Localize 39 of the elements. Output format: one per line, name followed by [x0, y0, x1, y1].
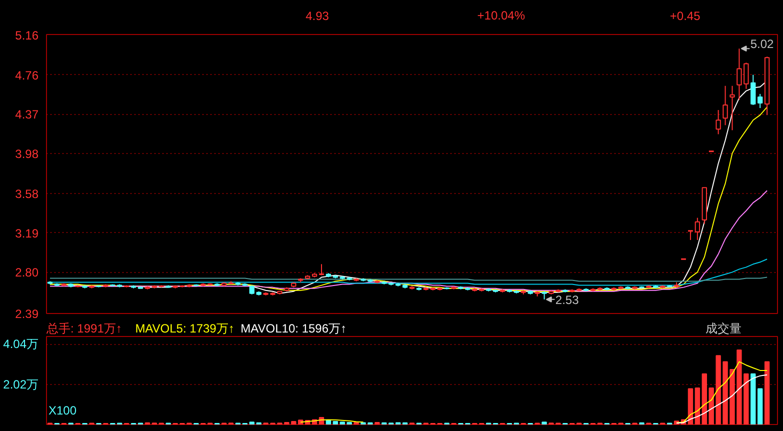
annotation: 2.53 [555, 292, 580, 307]
text: 4.93 [306, 9, 330, 23]
y-tick-label: 3.58 [15, 187, 39, 202]
bar [694, 387, 700, 424]
y-tick-label: 2.39 [15, 307, 39, 321]
y-tick-label: 5.16 [15, 28, 39, 42]
y-tick-label: 2.80 [15, 266, 39, 280]
line-series [49, 190, 768, 292]
candlestick [750, 74, 756, 106]
bar [688, 388, 694, 424]
text: +0.45 [670, 9, 701, 23]
text: 成交量 [705, 322, 742, 336]
y-tick-label: 4.76 [15, 68, 39, 82]
bar [764, 361, 770, 424]
text: MAVOL10: 1596万↑ [240, 322, 347, 336]
bar [354, 422, 359, 424]
bar [750, 373, 756, 424]
y-tick-label: 2.02万 [3, 377, 39, 392]
candlestick [722, 85, 728, 126]
bar [758, 388, 763, 424]
y-tick-label: 4.04万 [3, 337, 39, 352]
text: MAVOL5: 1739万↑ [135, 322, 234, 336]
bar [326, 420, 332, 424]
bar [332, 421, 338, 424]
annotation: 5.02 [750, 37, 774, 52]
candlestick [694, 217, 700, 240]
bar [702, 373, 707, 424]
bar [340, 422, 345, 424]
y-tick-label: 3.98 [15, 146, 39, 161]
y-tick-label: 3.19 [15, 226, 39, 240]
bar [542, 422, 547, 424]
candlestick [758, 93, 763, 109]
text: 总手: 1991万↑ [46, 322, 122, 336]
text: +10.04% [477, 8, 526, 22]
line-series [676, 374, 768, 424]
candlestick [716, 110, 721, 135]
candlestick [730, 85, 735, 131]
annotation: X100 [48, 404, 77, 418]
y-tick-label: 4.37 [15, 108, 39, 122]
